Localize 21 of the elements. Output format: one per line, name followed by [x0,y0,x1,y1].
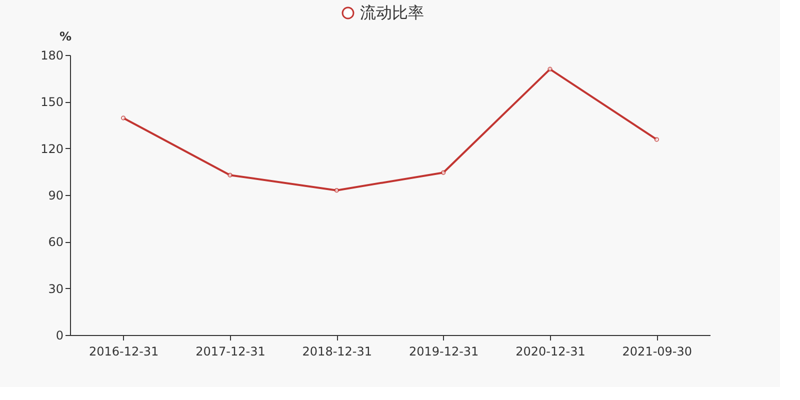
point [654,137,660,142]
y-tick-label: 120 [40,142,64,156]
point [440,170,446,175]
x-tick-label: 2019-12-31 [408,344,479,358]
point [548,66,552,72]
legend-label: 流动比率 [360,3,424,22]
y-tick-label: 180 [40,48,64,62]
x-tick-label: 2016-12-31 [88,344,159,358]
y-tick-label: 90 [48,188,64,202]
x-tick-label: 2020-12-31 [516,344,586,358]
y-tick-label: 150 [40,95,64,110]
x-tick-label: 2017-12-31 [196,344,266,358]
y-tick-label: 60 [48,235,64,250]
x-tick-label: 2021-09-30 [622,344,692,358]
point [334,188,340,193]
x-tick-label: 2018-12-31 [302,344,372,358]
y-axis-title: % [59,30,72,44]
point [228,172,232,178]
y-tick-label: 30 [48,282,64,296]
point [120,116,126,120]
y-tick-label: 0 [56,328,64,342]
